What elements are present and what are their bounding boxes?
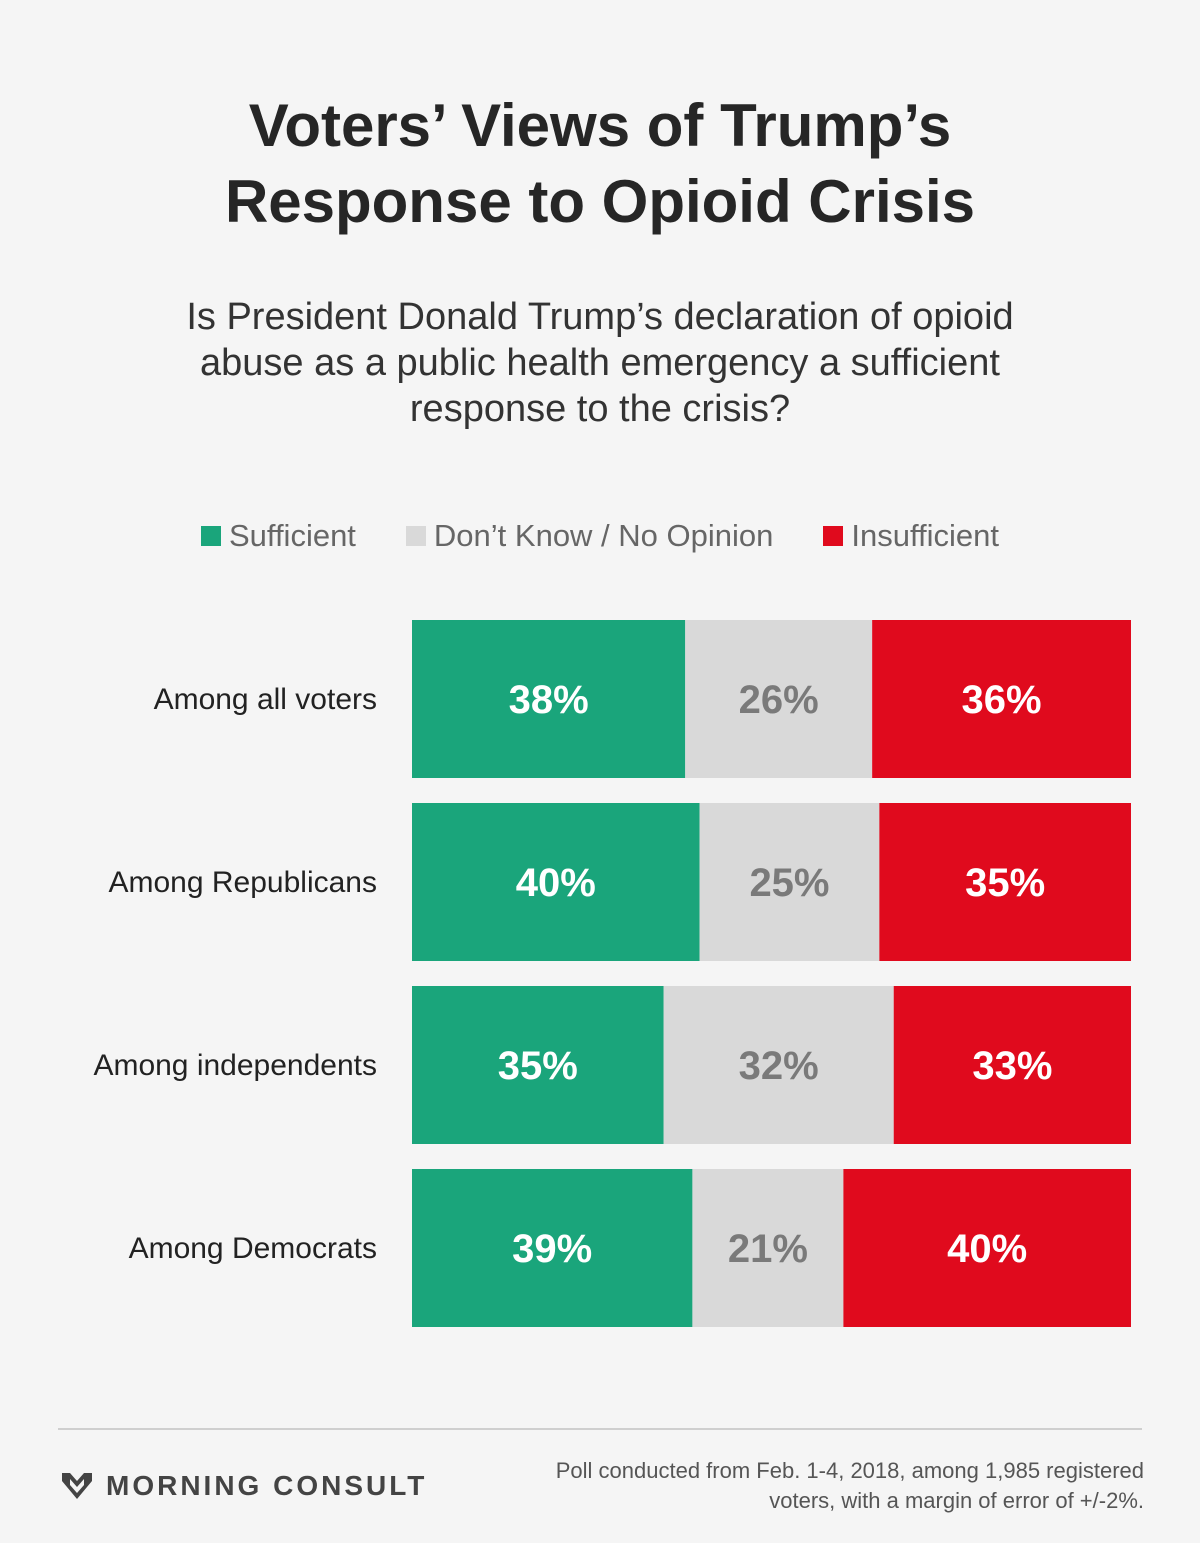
bar-segment-sufficient xyxy=(412,986,664,1144)
data-label-dont-know: 21% xyxy=(728,1227,808,1271)
bar-segment-insufficient xyxy=(843,1169,1131,1327)
bar-segment-sufficient xyxy=(412,620,686,778)
chart-title-line-1: Voters’ Views of Trump’s xyxy=(248,92,952,159)
data-label-dont-know: 26% xyxy=(739,678,819,722)
legend: Sufficient Don’t Know / No Opinion Insuf… xyxy=(0,518,1200,554)
row-label: Among all voters xyxy=(154,683,377,716)
legend-swatch-sufficient xyxy=(200,526,221,546)
data-label-dont-know: 32% xyxy=(739,1044,819,1088)
chart-title: Voters’ Views of Trump’s Response to Opi… xyxy=(0,88,1200,240)
row-label: Among Republicans xyxy=(109,866,378,899)
chart-subtitle: Is President Donald Trump’s declaration … xyxy=(186,296,1014,430)
data-label-sufficient: 35% xyxy=(498,1044,578,1088)
legend-swatch-insufficient xyxy=(823,526,844,546)
legend-label-dont-know: Don’t Know / No Opinion xyxy=(433,518,774,553)
data-label-insufficient: 36% xyxy=(962,678,1042,722)
data-label-insufficient: 35% xyxy=(965,861,1045,905)
legend-swatch-dont-know xyxy=(405,526,426,546)
bar-segment-dont-know xyxy=(699,803,880,961)
bar-segment-insufficient xyxy=(879,803,1131,961)
data-label-sufficient: 40% xyxy=(516,861,596,905)
stacked-bar-chart: Among all voters 38% 26% 36% Among Republica… xyxy=(93,620,1131,1327)
bar-segment-sufficient xyxy=(412,803,700,961)
legend-item-sufficient: Sufficient xyxy=(200,518,356,554)
legend-label-insufficient: Insufficient xyxy=(851,518,1000,553)
row-label: Among Democrats xyxy=(129,1232,377,1265)
brand: MORNING CONSULT xyxy=(62,1470,427,1502)
legend-label-sufficient: Sufficient xyxy=(228,518,356,553)
data-label-sufficient: 39% xyxy=(512,1227,592,1271)
bar-segment-dont-know xyxy=(685,620,873,778)
data-label-insufficient: 40% xyxy=(947,1227,1027,1271)
footer-divider xyxy=(58,1428,1142,1430)
chart-title-line-2: Response to Opioid Crisis xyxy=(224,168,976,235)
data-label-dont-know: 25% xyxy=(749,861,829,905)
bar-segment-insufficient xyxy=(872,620,1131,778)
bar-segment-dont-know xyxy=(692,1169,844,1327)
brand-name: MORNING CONSULT xyxy=(106,1470,428,1501)
data-label-sufficient: 38% xyxy=(509,678,589,722)
bar-segment-sufficient xyxy=(412,1169,693,1327)
morning-consult-logo-icon xyxy=(62,1473,92,1499)
source-note: Poll conducted from Feb. 1-4, 2018, amon… xyxy=(555,1458,1144,1513)
legend-item-insufficient: Insufficient xyxy=(823,518,999,554)
row-label: Among independents xyxy=(93,1049,377,1082)
bar-segment-insufficient xyxy=(893,986,1131,1144)
bar-segment-dont-know xyxy=(663,986,894,1144)
legend-item-dont-know: Don’t Know / No Opinion xyxy=(405,518,774,554)
data-label-insufficient: 33% xyxy=(972,1044,1052,1088)
